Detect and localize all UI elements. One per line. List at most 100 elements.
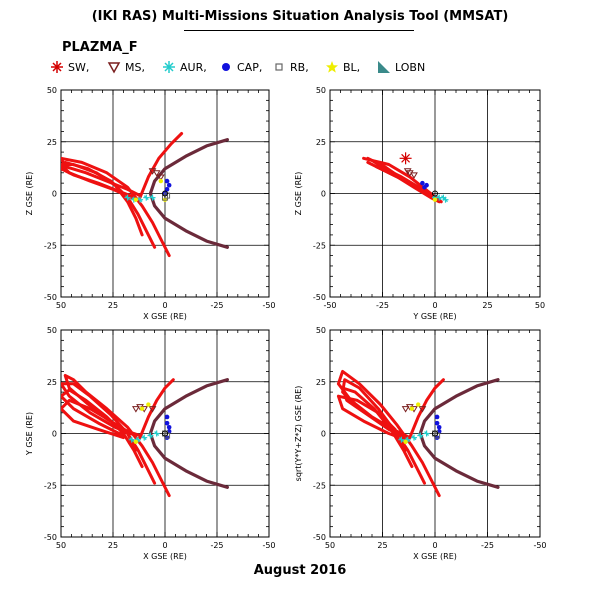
x-tick-label: -50 bbox=[262, 301, 275, 310]
legend-label: SW, bbox=[68, 61, 90, 74]
y-tick-label: 0 bbox=[52, 430, 57, 439]
y-tick-label: 0 bbox=[321, 190, 326, 199]
region-marker-cap bbox=[164, 420, 170, 426]
region-marker-ms bbox=[131, 406, 140, 413]
region-marker-aur-stroke bbox=[129, 437, 135, 443]
region-marker-sw bbox=[399, 152, 412, 165]
magnetopause-boundary bbox=[148, 138, 229, 249]
x-axis-label: Y GSE (RE) bbox=[412, 312, 456, 321]
x-tick-label: 0 bbox=[432, 301, 437, 310]
y-tick-label: -25 bbox=[44, 481, 57, 490]
region-marker-ms bbox=[148, 406, 157, 413]
region-marker-aur bbox=[147, 432, 154, 439]
x-tick-label: 25 bbox=[108, 301, 118, 310]
y-tick-label: -50 bbox=[313, 533, 326, 542]
region-marker-bl bbox=[416, 402, 421, 407]
y-axis-label: sqrt(Y*Y+Z*Z) GSE (RE) bbox=[294, 386, 303, 482]
x-axis-label: X GSE (RE) bbox=[143, 552, 187, 561]
y-tick-label: 50 bbox=[47, 86, 57, 95]
region-marker-aur-stroke bbox=[137, 197, 143, 203]
y-axis-label: Y GSE (RE) bbox=[25, 412, 34, 456]
region-marker-cap bbox=[420, 180, 425, 186]
region-marker-cap bbox=[434, 414, 440, 420]
region-marker-aur-stroke bbox=[150, 195, 155, 201]
region-marker-bl bbox=[409, 406, 415, 411]
legend-label: MS, bbox=[125, 61, 145, 74]
spacecraft-orbit-track bbox=[61, 388, 144, 469]
x-tick-label: 25 bbox=[482, 301, 492, 310]
region-marker-aur-stroke bbox=[125, 195, 130, 201]
region-marker-aur bbox=[423, 430, 430, 437]
earth-marker bbox=[432, 430, 438, 437]
x-axis-label: X GSE (RE) bbox=[143, 312, 187, 321]
region-marker-cap bbox=[166, 182, 172, 188]
x-tick-label: -50 bbox=[323, 301, 336, 310]
region-marker-cap bbox=[166, 424, 172, 430]
region-marker-ms bbox=[401, 406, 410, 413]
region-marker-rb bbox=[162, 194, 168, 201]
earth-marker bbox=[162, 430, 168, 437]
x-tick-label: 25 bbox=[377, 541, 387, 550]
spacecraft-orbit-track bbox=[336, 394, 408, 452]
region-marker-ms bbox=[148, 168, 157, 175]
plot-content bbox=[61, 132, 229, 258]
legend-label: AUR, bbox=[180, 61, 207, 74]
region-marker-ms bbox=[410, 172, 418, 179]
lobn-triangle-icon bbox=[378, 61, 390, 73]
region-marker-aur-stroke bbox=[436, 195, 442, 201]
x-tick-label: 50 bbox=[56, 541, 66, 550]
region-marker-aur bbox=[411, 434, 417, 441]
ms-triangle-icon bbox=[107, 62, 121, 74]
earth-marker bbox=[432, 190, 438, 197]
y-tick-label: 50 bbox=[316, 86, 326, 95]
x-tick-label: 0 bbox=[162, 541, 167, 550]
spacecraft-orbit-track bbox=[61, 382, 157, 485]
y-tick-label: 50 bbox=[316, 326, 326, 335]
region-marker-cap bbox=[434, 420, 440, 426]
region-marker-cap bbox=[164, 187, 170, 192]
region-marker-bl bbox=[133, 439, 139, 444]
region-marker-cap bbox=[436, 424, 442, 430]
region-marker-bl bbox=[432, 197, 438, 202]
region-marker-aur bbox=[141, 434, 148, 441]
region-marker-aur-stroke bbox=[443, 197, 448, 203]
cap-dot-icon bbox=[222, 63, 230, 71]
x-axis-label: X GSE (RE) bbox=[413, 552, 457, 561]
region-marker-aur-stroke bbox=[411, 435, 417, 441]
spacecraft-orbit-track bbox=[374, 165, 439, 202]
spacecraft-orbit-track bbox=[61, 163, 144, 237]
spacecraft-orbit-track bbox=[341, 386, 414, 469]
x-tick-label: -25 bbox=[481, 541, 494, 550]
y-tick-label: 25 bbox=[47, 138, 57, 147]
region-marker-ms bbox=[152, 170, 161, 177]
plot-content bbox=[336, 369, 500, 498]
y-tick-label: 25 bbox=[316, 138, 326, 147]
region-marker-aur-stroke bbox=[154, 431, 160, 436]
region-marker-bl bbox=[133, 197, 139, 202]
x-tick-label: -25 bbox=[376, 301, 389, 310]
region-marker-bl bbox=[158, 178, 164, 184]
earth-marker bbox=[162, 190, 168, 197]
x-tick-label: 50 bbox=[325, 541, 335, 550]
region-marker-ms bbox=[418, 406, 427, 413]
y-tick-label: 0 bbox=[321, 430, 326, 439]
region-marker-aur bbox=[149, 194, 156, 201]
plot-frame bbox=[60, 329, 270, 538]
region-marker-aur-stroke bbox=[424, 431, 430, 436]
spacecraft-orbit-track bbox=[138, 132, 184, 200]
region-marker-aur bbox=[398, 436, 405, 443]
rb-square-icon bbox=[275, 63, 283, 71]
aur-asterisk-icon bbox=[163, 61, 175, 73]
region-marker-aur bbox=[124, 194, 131, 201]
region-marker-cap bbox=[164, 414, 170, 420]
y-tick-label: -25 bbox=[313, 481, 326, 490]
region-marker-ms bbox=[156, 174, 165, 181]
region-marker-aur bbox=[153, 430, 160, 437]
title-underline bbox=[184, 30, 414, 31]
x-tick-label: -50 bbox=[533, 541, 546, 550]
y-axis-label: Z GSE (RE) bbox=[25, 172, 34, 216]
